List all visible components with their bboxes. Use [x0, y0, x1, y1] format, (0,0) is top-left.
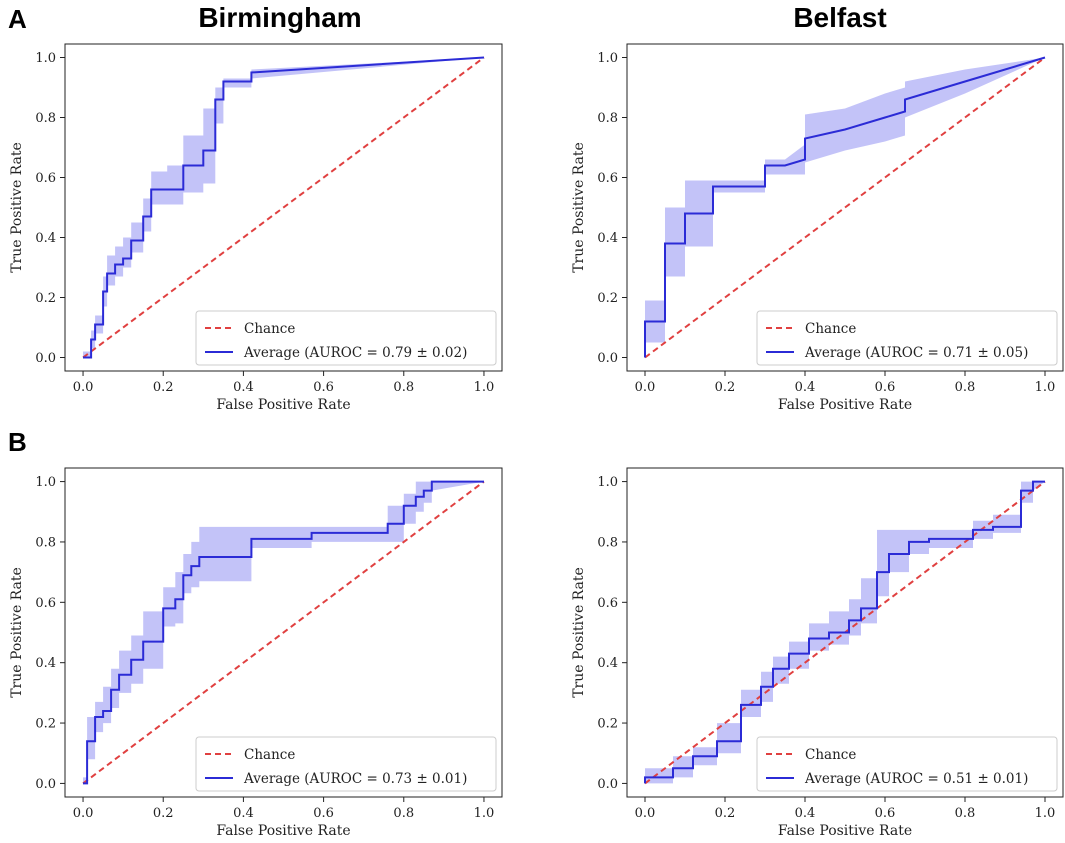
x-tick-label: 1.0	[1035, 380, 1056, 395]
legend-chance-label: Chance	[244, 321, 295, 337]
y-tick-label: 0.6	[35, 596, 56, 611]
roc-chart-4: 0.0 0.2 0.4 0.6 0.8 1.0 0.0 0.2 0.4 0.6 0.8 1.0 Fals…	[571, 467, 1064, 839]
x-tick-label: 0.2	[715, 806, 736, 821]
legend: Chance Average (AUROC = 0.79 ± 0.02)	[195, 310, 497, 366]
panel-letter-b: B	[8, 427, 27, 457]
y-axis-label: True Positive Rate	[9, 567, 25, 698]
y-tick-label: 0.4	[35, 656, 56, 671]
legend-box	[756, 736, 1058, 792]
x-tick-label: 0.0	[635, 380, 656, 395]
x-axis-label: False Positive Rate	[778, 397, 912, 413]
x-tick-label: 0.6	[875, 806, 896, 821]
y-tick-label: 0.2	[35, 291, 56, 306]
x-tick-label: 1.0	[1035, 806, 1056, 821]
x-tick-label: 0.8	[955, 380, 976, 395]
x-tick-label: 0.8	[955, 806, 976, 821]
y-tick-label: 0.0	[597, 777, 618, 792]
y-tick-label: 1.0	[35, 475, 56, 490]
y-tick-label: 0.4	[597, 656, 618, 671]
x-tick-label: 0.2	[153, 380, 174, 395]
y-tick-label: 0.0	[35, 777, 56, 792]
x-axis-label: False Positive Rate	[778, 823, 912, 839]
y-tick-label: 0.2	[35, 717, 56, 732]
y-tick-label: 0.8	[597, 111, 618, 126]
average-roc-line	[83, 56, 485, 359]
site-title-belfast: Belfast	[793, 2, 887, 33]
x-tick-label: 0.8	[393, 806, 414, 821]
legend-average-label: Average (AUROC = 0.79 ± 0.02)	[243, 345, 467, 361]
x-tick-label: 0.6	[875, 380, 896, 395]
y-tick-label: 0.6	[597, 171, 618, 186]
x-tick-label: 0.6	[313, 380, 334, 395]
roc-chart-3: 0.0 0.2 0.4 0.6 0.8 1.0 0.0 0.2 0.4 0.6 0.8 1.0 Fals…	[9, 467, 503, 839]
y-tick-label: 0.2	[597, 717, 618, 732]
x-tick-label: 1.0	[474, 806, 495, 821]
axes-frame	[626, 467, 1064, 798]
legend: Chance Average (AUROC = 0.51 ± 0.01)	[756, 736, 1058, 792]
roc-chart-1: 0.0 0.2 0.4 0.6 0.8 1.0 0.0 0.2 0.4 0.6 0.8 1.0 Fals…	[9, 43, 503, 413]
site-title-birmingham: Birmingham	[198, 2, 362, 33]
x-tick-label: 0.0	[73, 806, 94, 821]
average-roc-line	[83, 480, 484, 785]
y-tick-label: 0.0	[35, 351, 56, 366]
x-axis-label: False Positive Rate	[216, 823, 350, 839]
x-tick-label: 0.8	[393, 380, 414, 395]
y-tick-label: 0.8	[35, 111, 56, 126]
panel-letter-a: A	[8, 4, 27, 34]
axes-frame	[626, 43, 1064, 372]
legend-chance-label: Chance	[244, 747, 295, 763]
x-tick-label: 0.6	[313, 806, 334, 821]
average-roc-line	[644, 480, 1045, 784]
legend-average-label: Average (AUROC = 0.73 ± 0.01)	[243, 771, 467, 787]
average-roc-line	[644, 56, 1046, 358]
legend-box	[756, 310, 1058, 366]
axes-frame	[64, 43, 503, 372]
y-tick-label: 1.0	[597, 51, 618, 66]
legend-chance-label: Chance	[805, 321, 856, 337]
y-axis-label: True Positive Rate	[9, 142, 25, 273]
y-axis-label: True Positive Rate	[571, 567, 587, 698]
x-tick-label: 1.0	[474, 380, 495, 395]
legend-chance-label: Chance	[805, 747, 856, 763]
legend-box	[195, 736, 497, 792]
y-tick-label: 0.6	[35, 171, 56, 186]
legend-box	[195, 310, 497, 366]
x-tick-label: 0.4	[233, 380, 254, 395]
y-tick-label: 1.0	[35, 51, 56, 66]
x-tick-label: 0.2	[715, 380, 736, 395]
y-tick-label: 0.2	[597, 291, 618, 306]
x-axis-label: False Positive Rate	[216, 397, 350, 413]
y-tick-label: 0.4	[35, 231, 56, 246]
legend-average-label: Average (AUROC = 0.51 ± 0.01)	[804, 771, 1028, 787]
x-tick-label: 0.0	[635, 806, 656, 821]
y-tick-label: 0.6	[597, 596, 618, 611]
roc-chart-2: 0.0 0.2 0.4 0.6 0.8 1.0 0.0 0.2 0.4 0.6 0.8 1.0 Fals…	[571, 43, 1064, 413]
x-tick-label: 0.4	[795, 806, 816, 821]
y-tick-label: 1.0	[597, 475, 618, 490]
y-tick-label: 0.8	[597, 535, 618, 550]
confidence-band	[645, 57, 1045, 358]
legend: Chance Average (AUROC = 0.71 ± 0.05)	[756, 310, 1058, 366]
x-tick-label: 0.4	[233, 806, 254, 821]
y-tick-label: 0.0	[597, 351, 618, 366]
legend: Chance Average (AUROC = 0.73 ± 0.01)	[195, 736, 497, 792]
chance-line	[82, 480, 485, 785]
legend-average-label: Average (AUROC = 0.71 ± 0.05)	[804, 345, 1028, 361]
y-tick-label: 0.8	[35, 535, 56, 550]
x-tick-label: 0.0	[73, 380, 94, 395]
y-tick-label: 0.4	[597, 231, 618, 246]
x-tick-label: 0.4	[795, 380, 816, 395]
x-tick-label: 0.2	[153, 806, 174, 821]
chance-line	[82, 56, 485, 359]
axes-frame	[64, 467, 503, 798]
chance-line	[644, 56, 1046, 359]
y-axis-label: True Positive Rate	[571, 142, 587, 273]
